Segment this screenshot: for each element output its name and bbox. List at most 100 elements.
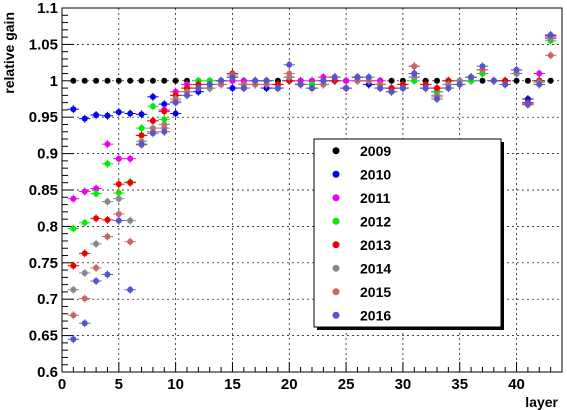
data-point [354, 74, 361, 81]
data-point [70, 195, 77, 202]
y-tick-label: 0.7 [37, 291, 58, 308]
data-point [184, 92, 190, 99]
data-point [524, 101, 531, 108]
y-tick-label: 0.9 [37, 146, 58, 163]
data-point [513, 66, 520, 73]
data-point [115, 217, 122, 224]
data-point [104, 233, 111, 240]
legend-marker-2012 [332, 217, 340, 225]
data-point [81, 250, 88, 257]
data-point [411, 63, 418, 70]
data-point [138, 77, 145, 84]
data-point [115, 195, 122, 202]
data-point [218, 77, 225, 84]
data-point [93, 77, 100, 84]
data-point [115, 181, 122, 188]
data-point [81, 269, 88, 276]
data-point [229, 74, 236, 81]
data-point [127, 238, 134, 245]
data-point [161, 116, 168, 123]
data-point [138, 141, 145, 148]
data-point [104, 77, 111, 84]
legend-marker-2014 [332, 264, 340, 272]
data-point [115, 77, 122, 84]
legend-marker-2010 [332, 170, 340, 178]
x-tick-label: 40 [508, 376, 525, 393]
x-tick-label: 25 [338, 376, 355, 393]
data-point [81, 295, 88, 302]
x-tick-label: 30 [395, 376, 412, 393]
data-point [434, 96, 440, 102]
data-point [411, 70, 418, 77]
data-point [93, 264, 100, 271]
data-point [127, 110, 134, 117]
data-point [93, 112, 100, 119]
legend-label-2016: 2016 [360, 307, 391, 323]
data-point [104, 198, 111, 205]
data-point [479, 63, 486, 70]
data-point [81, 188, 88, 195]
legend-marker-2016 [332, 311, 340, 319]
data-point [104, 112, 111, 119]
data-point [81, 115, 88, 122]
data-point [388, 77, 395, 84]
data-point [70, 312, 77, 319]
y-tick-label: 1 [50, 73, 58, 90]
legend-label-2010: 2010 [360, 166, 391, 182]
data-point [377, 85, 384, 92]
data-point [365, 74, 372, 81]
data-point [104, 141, 111, 148]
x-tick-label: 15 [224, 376, 241, 393]
data-point [93, 190, 100, 197]
data-point [127, 286, 134, 293]
data-point [536, 70, 543, 77]
legend-marker-2011 [332, 194, 340, 202]
data-point [161, 108, 168, 115]
data-point [161, 77, 168, 84]
x-tick-label: 35 [451, 376, 468, 393]
data-point [388, 88, 395, 95]
data-point [479, 77, 486, 84]
data-point [434, 77, 440, 84]
x-tick-label: 5 [115, 376, 123, 393]
series-2016 [67, 30, 557, 344]
data-point [115, 211, 122, 218]
data-point [70, 262, 77, 269]
data-point [468, 74, 475, 81]
data-point [399, 85, 406, 92]
data-point [297, 81, 304, 88]
y-tick-label: 0.85 [29, 182, 58, 199]
data-point [70, 106, 77, 113]
data-point [161, 128, 168, 135]
data-point [70, 225, 77, 232]
data-point [229, 85, 236, 92]
data-point [547, 31, 554, 38]
data-point [138, 111, 145, 118]
legend-label-2015: 2015 [360, 284, 391, 300]
y-axis-label: relative gain [1, 12, 17, 94]
legend-marker-2013 [332, 241, 340, 249]
y-tick-label: 1.1 [37, 0, 58, 17]
data-point [547, 77, 554, 84]
x-tick-label: 10 [167, 376, 184, 393]
data-point [422, 85, 429, 92]
data-point [149, 117, 156, 124]
data-point [149, 77, 156, 84]
data-point [502, 81, 509, 88]
data-point [149, 93, 156, 100]
legend: 2009 2010 2011 2012 2013 2014 2015 2016 [313, 138, 504, 330]
data-point [115, 155, 122, 162]
y-tick-label: 0.65 [29, 328, 58, 345]
data-point [206, 81, 213, 88]
data-point [513, 77, 520, 84]
y-tick-label: 0.75 [29, 255, 58, 272]
data-point [127, 155, 134, 162]
legend-label-2013: 2013 [360, 237, 391, 253]
data-point [81, 77, 88, 84]
data-point [263, 77, 270, 84]
data-point [115, 109, 122, 116]
data-point [81, 320, 88, 327]
data-point [70, 336, 77, 343]
data-point [138, 132, 145, 139]
legend-box [313, 138, 502, 328]
